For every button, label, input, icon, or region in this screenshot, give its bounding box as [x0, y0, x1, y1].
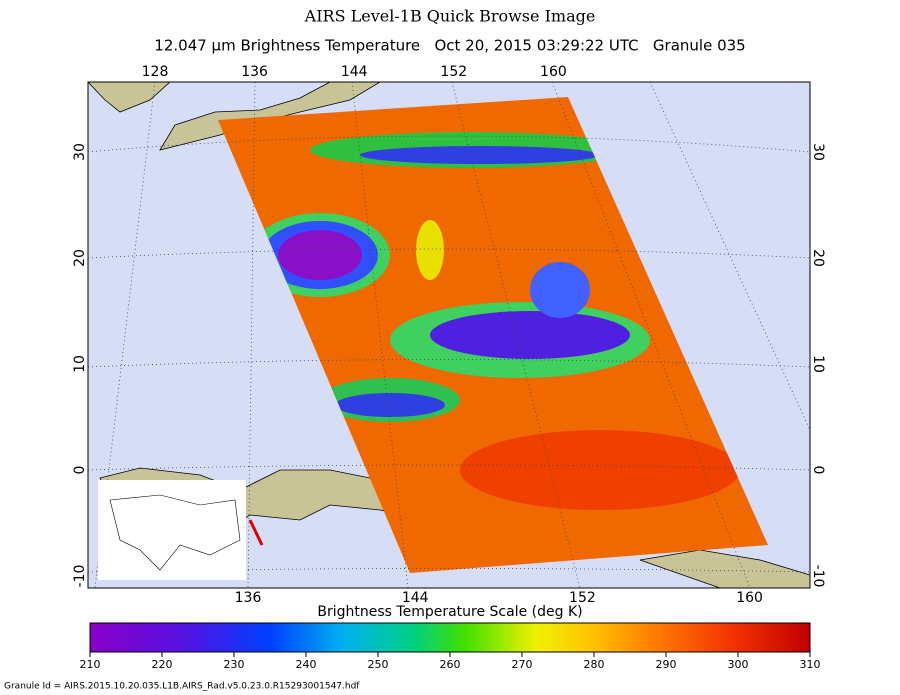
locator-land [109, 494, 241, 571]
colorbar-title: Brightness Temperature Scale (deg K) [317, 604, 582, 620]
colorbar-tick-label: 220 [152, 658, 173, 671]
colorbar-tick-label: 230 [224, 658, 245, 671]
graticule [94, 82, 810, 588]
lon-label: 160 [736, 590, 763, 606]
lat-label: -10 [72, 565, 88, 588]
colorbar-tick-label: 290 [656, 658, 677, 671]
lon-label: 152 [569, 590, 596, 606]
colorbar-tick-label: 300 [728, 658, 749, 671]
lon-label: 144 [402, 590, 429, 606]
lat-label: 20 [72, 249, 88, 267]
colorbar [89, 622, 811, 653]
map-frame [87, 81, 811, 589]
lat-label: 30 [72, 143, 88, 161]
lon-label: 128 [142, 64, 169, 80]
lat-label: 0 [72, 466, 88, 475]
lat-label: -10 [810, 565, 826, 588]
title: AIRS Level-1B Quick Browse Image [304, 7, 596, 26]
colorbar-tick-label: 270 [512, 658, 533, 671]
colorbar-tick-label: 210 [80, 658, 101, 671]
colorbar-tick-label: 260 [440, 658, 461, 671]
colorbar-tick-label: 280 [584, 658, 605, 671]
colorbar-tick-label: 310 [800, 658, 821, 671]
subtitle: 12.047 μm Brightness Temperature Oct 20,… [154, 37, 745, 55]
colorbar-tick-label: 240 [296, 658, 317, 671]
locator-track [248, 519, 264, 546]
lon-label: 144 [341, 64, 368, 80]
colorbar-tick-label: 250 [368, 658, 389, 671]
lat-label: 10 [72, 355, 88, 373]
granule-id: Granule Id = AIRS.2015.10.20.035.L1B.AIR… [4, 682, 360, 692]
lat-label: 0 [810, 466, 826, 475]
map [88, 82, 810, 588]
lon-label: 152 [440, 64, 467, 80]
lat-label: 30 [810, 143, 826, 161]
lon-label: 136 [235, 590, 262, 606]
lat-label: 10 [810, 355, 826, 373]
lon-label: 136 [241, 64, 268, 80]
lon-label: 160 [540, 64, 567, 80]
land [88, 82, 171, 113]
lat-label: 20 [810, 249, 826, 267]
